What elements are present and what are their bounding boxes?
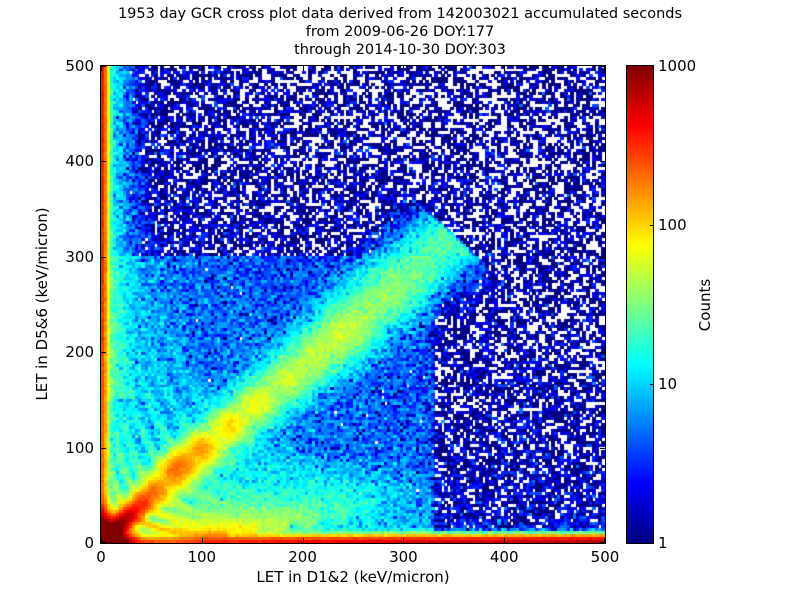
y-tick (101, 542, 106, 543)
x-tick (504, 538, 506, 543)
heatmap-canvas (101, 66, 605, 543)
x-tick (403, 538, 405, 543)
x-tick-label: 200 (288, 548, 317, 566)
colorbar-tick (650, 225, 654, 226)
chart-title-line-2: from 2009-06-26 DOY:177 (305, 24, 495, 40)
chart-title: 1953 day GCR cross plot data derived fro… (0, 5, 800, 59)
y-tick (101, 256, 106, 258)
y-tick-right (600, 447, 605, 449)
colorbar (626, 65, 654, 544)
x-tick-top (302, 66, 304, 71)
x-tick-label: 100 (187, 548, 217, 566)
x-tick-label: 400 (489, 548, 519, 566)
y-tick-label: 100 (65, 438, 94, 457)
x-tick (302, 538, 304, 543)
x-tick-top (101, 66, 102, 71)
colorbar-tick-label: 1000 (658, 57, 697, 75)
colorbar-tick-label: 10 (658, 375, 678, 393)
y-tick-label: 0 (84, 534, 94, 552)
colorbar-tick-label: 1 (658, 534, 668, 552)
colorbar-label: Counts (696, 278, 714, 332)
y-tick (101, 161, 106, 163)
x-tick (201, 538, 203, 543)
y-tick-label: 200 (65, 343, 94, 362)
x-tick-top (403, 66, 405, 71)
x-tick-label: 300 (389, 548, 418, 566)
y-tick (101, 447, 106, 449)
colorbar-canvas (627, 66, 653, 543)
colorbar-tick (650, 384, 654, 385)
plot-area (100, 65, 606, 544)
y-tick-right (600, 352, 605, 354)
colorbar-tick-label: 100 (658, 216, 687, 234)
y-tick-label: 500 (65, 57, 94, 75)
chart-title-line-1: 1953 day GCR cross plot data derived fro… (117, 6, 683, 22)
y-tick (101, 352, 106, 354)
chart-title-line-3: through 2014-10-30 DOY:303 (294, 42, 506, 58)
y-tick-right (600, 161, 605, 163)
y-axis-label: LET in D5&6 (keV/micron) (33, 207, 51, 401)
y-tick-right (600, 542, 605, 543)
x-tick (101, 538, 102, 543)
y-tick-label: 400 (65, 152, 94, 171)
x-tick-top (201, 66, 203, 71)
y-tick-label: 300 (65, 247, 94, 266)
x-tick-label: 0 (96, 548, 106, 566)
y-tick-right (600, 66, 605, 67)
x-tick-top (504, 66, 506, 71)
x-axis-label: LET in D1&2 (keV/micron) (256, 568, 450, 586)
y-tick (101, 66, 106, 67)
x-tick (604, 538, 605, 543)
x-tick-label: 500 (590, 548, 620, 566)
y-tick-right (600, 256, 605, 258)
x-tick-top (604, 66, 605, 71)
